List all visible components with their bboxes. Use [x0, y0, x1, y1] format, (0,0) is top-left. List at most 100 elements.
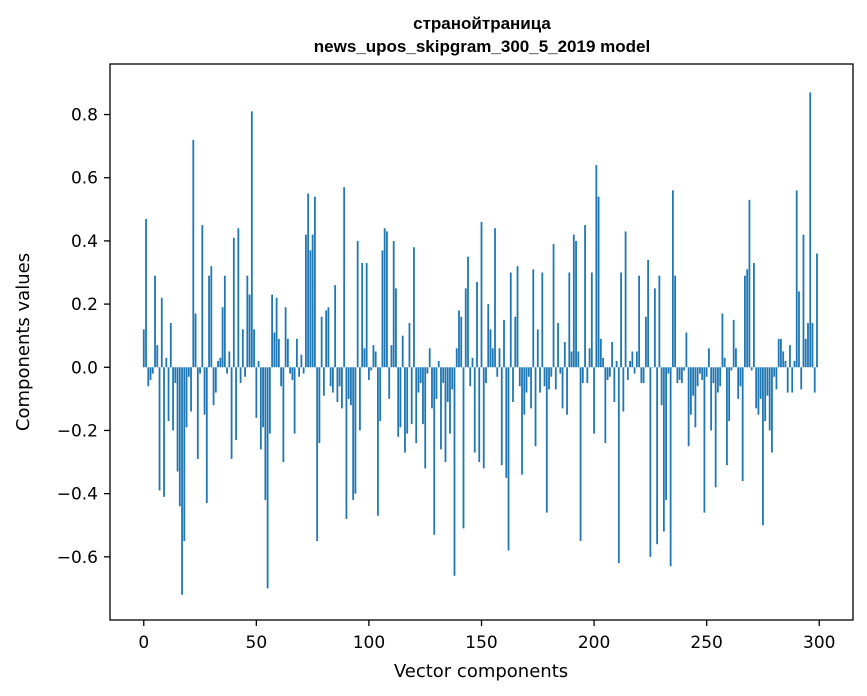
bar-287 — [789, 345, 791, 368]
bar-200 — [593, 367, 595, 434]
bar-53 — [262, 367, 264, 428]
bar-285 — [784, 360, 787, 368]
bar-284 — [782, 351, 785, 368]
bar-137 — [451, 367, 454, 390]
bar-264 — [737, 367, 740, 399]
chart-subtitle: news_upos_skipgram_300_5_2019 model — [314, 37, 650, 56]
bar-83 — [329, 367, 332, 387]
bar-247 — [699, 367, 701, 374]
bar-21 — [190, 367, 192, 412]
x-axis-ticks: 0 50 100 150 200 250 300 — [138, 620, 835, 653]
bar-4 — [151, 367, 154, 374]
bar-195 — [581, 367, 584, 384]
bar-155 — [491, 348, 494, 368]
y-tick-label: 0.6 — [71, 169, 98, 189]
bar-288 — [791, 367, 794, 393]
bar-68 — [295, 338, 298, 368]
x-tick-label: 100 — [353, 633, 385, 653]
bar-295 — [807, 323, 809, 368]
bar-33 — [217, 360, 219, 368]
bar-191 — [572, 234, 575, 368]
bar-80 — [322, 367, 325, 396]
y-tick-label: 0.2 — [71, 295, 98, 315]
bar-218 — [633, 367, 636, 374]
bar-214 — [624, 231, 627, 368]
bar-97 — [361, 263, 364, 368]
y-tick-label: −0.2 — [57, 421, 98, 441]
bar-60 — [277, 338, 280, 368]
bar-161 — [505, 367, 508, 478]
bar-180 — [548, 367, 550, 390]
bar-181 — [550, 367, 553, 377]
bar-135 — [446, 367, 449, 403]
bar-163 — [509, 272, 512, 368]
bar-57 — [271, 294, 274, 368]
bar-194 — [579, 367, 582, 542]
x-tick-label: 0 — [138, 633, 149, 653]
bar-220 — [638, 275, 641, 368]
bar-104 — [377, 367, 379, 516]
bar-51 — [257, 360, 260, 368]
bar-225 — [649, 367, 652, 557]
bar-158 — [498, 348, 501, 368]
bar-198 — [588, 348, 591, 368]
bar-49 — [253, 329, 255, 368]
bar-297 — [811, 323, 814, 368]
bar-125 — [424, 367, 427, 469]
bar-217 — [631, 351, 634, 368]
bar-294 — [804, 338, 807, 368]
bar-87 — [338, 367, 341, 387]
bar-124 — [422, 367, 424, 425]
bar-164 — [512, 367, 514, 403]
bar-268 — [746, 269, 749, 368]
y-tick-label: −0.4 — [57, 485, 98, 505]
bar-205 — [604, 367, 607, 444]
bar-46 — [246, 275, 249, 368]
bar-265 — [739, 367, 742, 387]
bar-110 — [390, 345, 393, 368]
bar-132 — [440, 367, 442, 450]
bar-115 — [401, 335, 404, 368]
bar-277 — [766, 367, 769, 396]
bar-160 — [503, 319, 505, 368]
bar-62 — [282, 367, 285, 463]
bar-126 — [426, 367, 429, 374]
bar-96 — [359, 367, 361, 431]
bar-47 — [248, 294, 251, 368]
bar-203 — [599, 338, 602, 368]
bar-6 — [156, 345, 159, 368]
y-tick-label: 0.0 — [71, 358, 98, 378]
bar-224 — [647, 259, 650, 368]
bar-162 — [507, 367, 510, 551]
bar-112 — [395, 288, 397, 368]
bar-89 — [343, 187, 346, 368]
bar-12 — [169, 323, 172, 368]
bar-55 — [266, 367, 269, 589]
bar-222 — [642, 367, 645, 384]
bar-30 — [210, 266, 213, 368]
bar-212 — [620, 272, 622, 368]
bar-270 — [750, 367, 753, 371]
bar-154 — [489, 329, 492, 368]
bar-240 — [683, 367, 686, 371]
bar-234 — [669, 367, 672, 567]
bars-group — [142, 92, 818, 595]
bar-17 — [181, 367, 183, 595]
bar-292 — [800, 367, 803, 390]
bar-269 — [748, 199, 751, 368]
bar-244 — [692, 367, 695, 396]
bar-152 — [485, 367, 487, 384]
bar-179 — [545, 367, 548, 513]
bar-261 — [730, 367, 733, 371]
bar-193 — [577, 351, 580, 368]
bar-182 — [552, 244, 555, 368]
bar-19 — [185, 367, 188, 428]
bar-139 — [455, 348, 458, 368]
bar-94 — [354, 367, 357, 494]
bar-282 — [777, 338, 780, 368]
bar-82 — [327, 307, 330, 368]
bar-259 — [726, 367, 728, 466]
bar-167 — [518, 367, 521, 387]
bar-127 — [428, 348, 431, 368]
bar-176 — [539, 367, 541, 393]
